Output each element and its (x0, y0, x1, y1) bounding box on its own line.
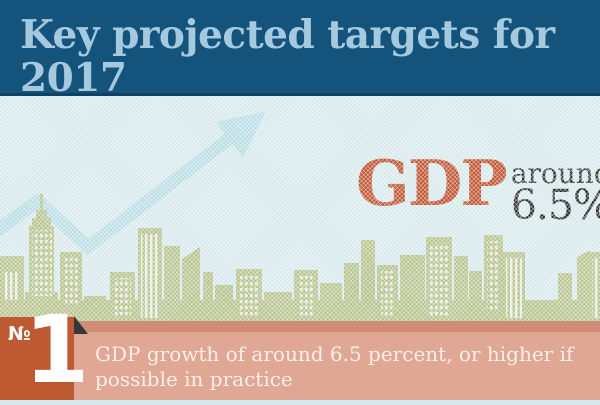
target-footer: GDP growth of around 6.5 percent, or hig… (0, 304, 600, 400)
rank-badge: № 1 (0, 304, 89, 400)
growth-arrow-icon (0, 111, 266, 256)
gdp-value: 6.5% (510, 181, 600, 229)
gdp-qualifier: around (510, 157, 600, 190)
page-title: Key projected targets for 2017 (20, 12, 555, 101)
numero-symbol: № (8, 323, 31, 345)
gdp-label: GDP (356, 146, 508, 220)
target-panel: GDP growth of around 6.5 percent, or hig… (0, 332, 600, 400)
gdp-callout: GDP around 6.5% (356, 146, 600, 229)
header-banner: Key projected targets for 2017 (0, 0, 600, 99)
footer-accent-strip (0, 321, 600, 332)
rank-number: 1 (24, 296, 90, 405)
hero-section: GDP around 6.5% (0, 96, 600, 321)
city-skyline-icon (0, 194, 600, 321)
scene-graphic (0, 111, 600, 321)
target-description: GDP growth of around 6.5 percent, or hig… (95, 342, 574, 391)
